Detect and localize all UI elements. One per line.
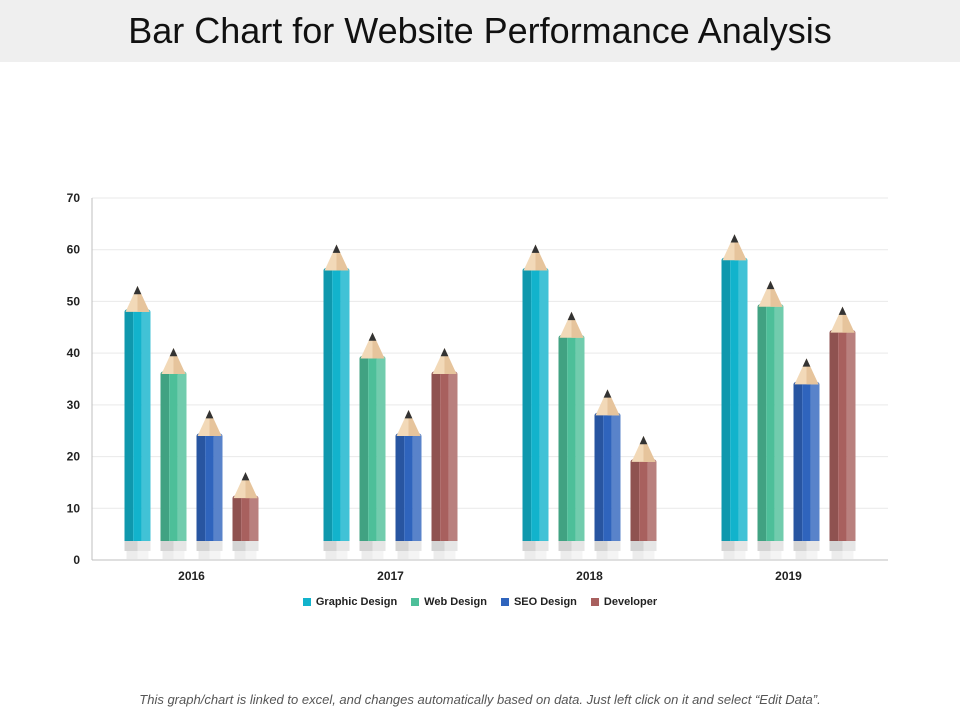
bar-web-design-2018 [558, 311, 585, 559]
x-tick-label: 2017 [377, 569, 404, 583]
bar-seo-design-2016 [196, 410, 223, 559]
y-tick-label: 20 [67, 450, 81, 464]
y-tick-label: 40 [67, 346, 81, 360]
bar-graphic-design-2018 [522, 244, 549, 559]
bar-web-design-2019 [757, 280, 784, 559]
legend-label: Web Design [424, 596, 487, 608]
bar-graphic-design-2017 [323, 244, 350, 559]
legend-label: Developer [603, 596, 658, 608]
legend-item: Developer [590, 596, 658, 608]
legend-swatch [500, 598, 509, 606]
chart-title: Bar Chart for Website Performance Analys… [128, 10, 832, 51]
bar-web-design-2016 [160, 347, 187, 559]
x-tick-label: 2018 [576, 569, 603, 583]
y-tick-label: 30 [67, 398, 81, 412]
x-tick-label: 2016 [178, 569, 205, 583]
x-tick-label: 2019 [775, 569, 802, 583]
bar-developer-2017 [431, 347, 458, 559]
bar-seo-design-2019 [793, 358, 820, 559]
title-bar: Bar Chart for Website Performance Analys… [0, 0, 960, 62]
footer-note: This graph/chart is linked to excel, and… [139, 692, 821, 707]
bar-developer-2019 [829, 306, 856, 559]
y-tick-label: 0 [73, 553, 80, 567]
legend-swatch [590, 598, 599, 606]
bar-seo-design-2017 [395, 410, 422, 559]
bar-developer-2016 [232, 472, 259, 559]
legend-item: SEO Design [500, 596, 577, 608]
bar-seo-design-2018 [594, 389, 621, 559]
y-tick-label: 70 [67, 191, 81, 205]
bar-graphic-design-2016 [124, 285, 151, 559]
legend-swatch [302, 598, 311, 606]
legend-label: SEO Design [513, 596, 577, 608]
legend-swatch [411, 598, 420, 606]
bar-web-design-2017 [359, 332, 386, 559]
y-tick-label: 50 [67, 294, 81, 308]
chart-legend: Graphic Design Web Design SEO Design Develo… [0, 596, 960, 608]
legend-label: Graphic Design [315, 596, 398, 608]
legend-item: Graphic Design [302, 596, 398, 608]
y-tick-label: 60 [67, 243, 81, 257]
bar-graphic-design-2019 [721, 234, 748, 559]
legend-item: Web Design [411, 596, 487, 608]
y-tick-label: 10 [67, 501, 81, 515]
bar-developer-2018 [630, 435, 657, 559]
